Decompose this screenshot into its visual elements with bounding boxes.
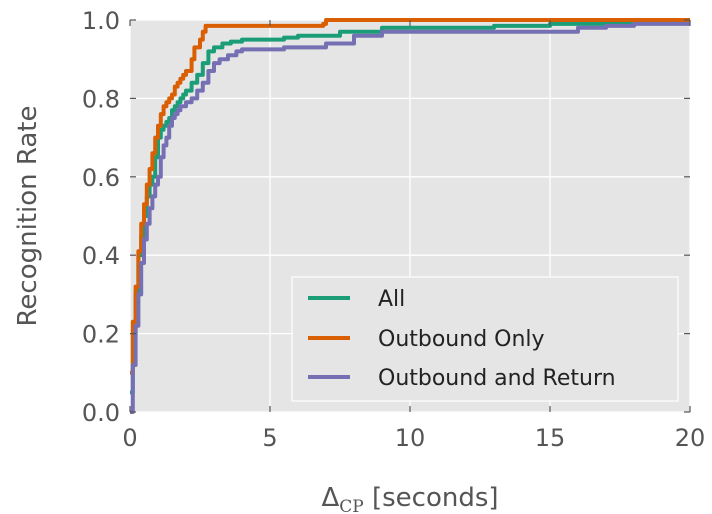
y-tick-label: 0.2 — [82, 321, 120, 349]
y-tick-label: 1.0 — [82, 7, 120, 35]
x-axis-label-subscript: CP — [339, 497, 363, 514]
ticks — [129, 19, 691, 413]
x-tick-label: 5 — [262, 424, 277, 452]
legend-box — [291, 276, 679, 402]
x-tick-label: 20 — [675, 424, 706, 452]
legend-label-all: All — [378, 287, 405, 312]
y-tick-label: 0.4 — [82, 242, 120, 270]
y-tick-label: 0.8 — [82, 85, 120, 113]
x-tick-label: 10 — [395, 424, 426, 452]
x-axis-label-units: [seconds] — [364, 483, 499, 513]
series-line-outbound-only — [130, 18, 690, 375]
y-tick-label: 0.6 — [82, 164, 120, 192]
y-tick-label: 0.0 — [82, 399, 120, 427]
x-tick-label: 15 — [535, 424, 566, 452]
y-tick-labels: 0.0 0.2 0.4 0.6 0.8 1.0 — [82, 7, 120, 427]
y-axis-label: Recognition Rate — [13, 106, 43, 327]
series-layer — [130, 18, 690, 414]
x-axis-label: ΔCP [seconds] — [321, 483, 498, 514]
series-line-outbound-and-return — [130, 21, 690, 414]
x-tick-label: 0 — [122, 424, 137, 452]
x-axis-label-delta: Δ — [321, 483, 339, 513]
legend-label-outbound-only: Outbound Only — [378, 327, 545, 352]
legend-label-outbound-and-return: Outbound and Return — [378, 366, 616, 391]
x-tick-labels: 0 5 10 15 20 — [122, 424, 705, 452]
legend: All Outbound Only Outbound and Return — [291, 276, 679, 402]
